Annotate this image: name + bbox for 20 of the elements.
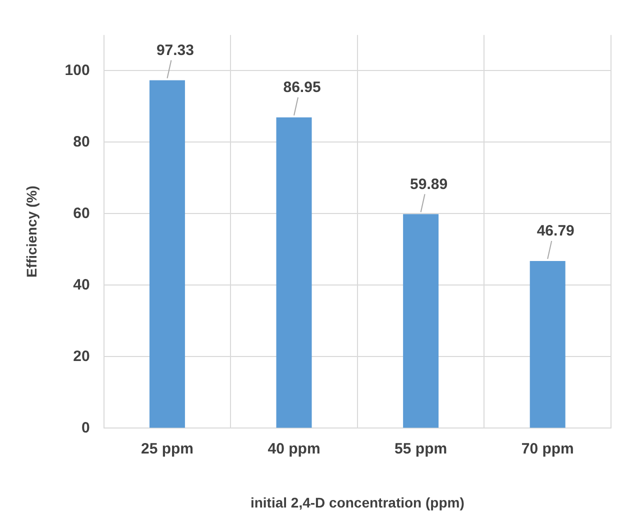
x-axis-title: initial 2,4-D concentration (ppm) — [250, 494, 464, 510]
y-tick-label: 100 — [64, 62, 90, 79]
data-label: 59.89 — [410, 176, 448, 193]
bar — [149, 80, 185, 428]
data-label: 86.95 — [283, 79, 321, 96]
y-tick-label: 60 — [73, 204, 90, 222]
y-tick-label: 20 — [73, 348, 90, 365]
data-label: 46.79 — [536, 222, 574, 240]
data-label: 97.33 — [156, 42, 194, 59]
y-tick-label: 80 — [73, 133, 90, 150]
x-tick-label: 25 ppm — [140, 440, 194, 458]
bar — [403, 214, 439, 428]
y-axis-title: Efficiency (%) — [23, 186, 40, 278]
y-tick-label: 0 — [81, 419, 90, 436]
x-tick-label: 55 ppm — [394, 440, 448, 458]
x-tick-label: 70 ppm — [521, 440, 574, 458]
y-tick-label: 40 — [73, 276, 90, 294]
bar — [530, 260, 566, 428]
x-tick-label: 40 ppm — [268, 440, 320, 458]
bar — [276, 117, 312, 428]
